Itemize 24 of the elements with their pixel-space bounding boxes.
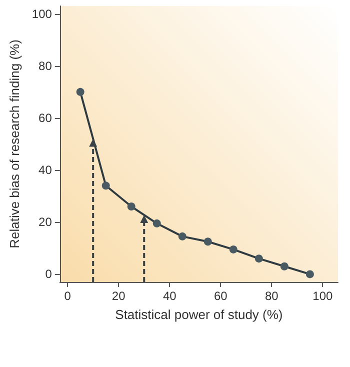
point <box>306 270 314 278</box>
point <box>254 254 263 263</box>
y-tick-label: 40 <box>38 163 52 178</box>
y-axis-title: Relative bias of research finding (%) <box>7 40 22 248</box>
y-tick-label: 60 <box>38 110 52 125</box>
point <box>229 245 238 254</box>
point <box>102 182 110 190</box>
y-tick-label: 0 <box>45 267 52 282</box>
x-axis-title: Statistical power of study (%) <box>115 307 283 322</box>
x-tick-label: 60 <box>214 289 228 303</box>
x-tick-label: 40 <box>162 289 177 303</box>
point <box>76 88 84 96</box>
point <box>280 262 288 270</box>
x-tick-label: 80 <box>264 289 279 303</box>
x-tick-label: 20 <box>112 289 126 303</box>
x-tick-label: 100 <box>312 289 334 303</box>
y-tick-label: 20 <box>38 215 52 230</box>
y-tick-label: 100 <box>32 6 52 21</box>
y-tick-label: 80 <box>38 58 52 73</box>
point <box>178 232 186 240</box>
point <box>127 202 136 210</box>
point <box>204 238 212 246</box>
point <box>152 219 161 228</box>
x-tick-label: 0 <box>64 289 72 303</box>
